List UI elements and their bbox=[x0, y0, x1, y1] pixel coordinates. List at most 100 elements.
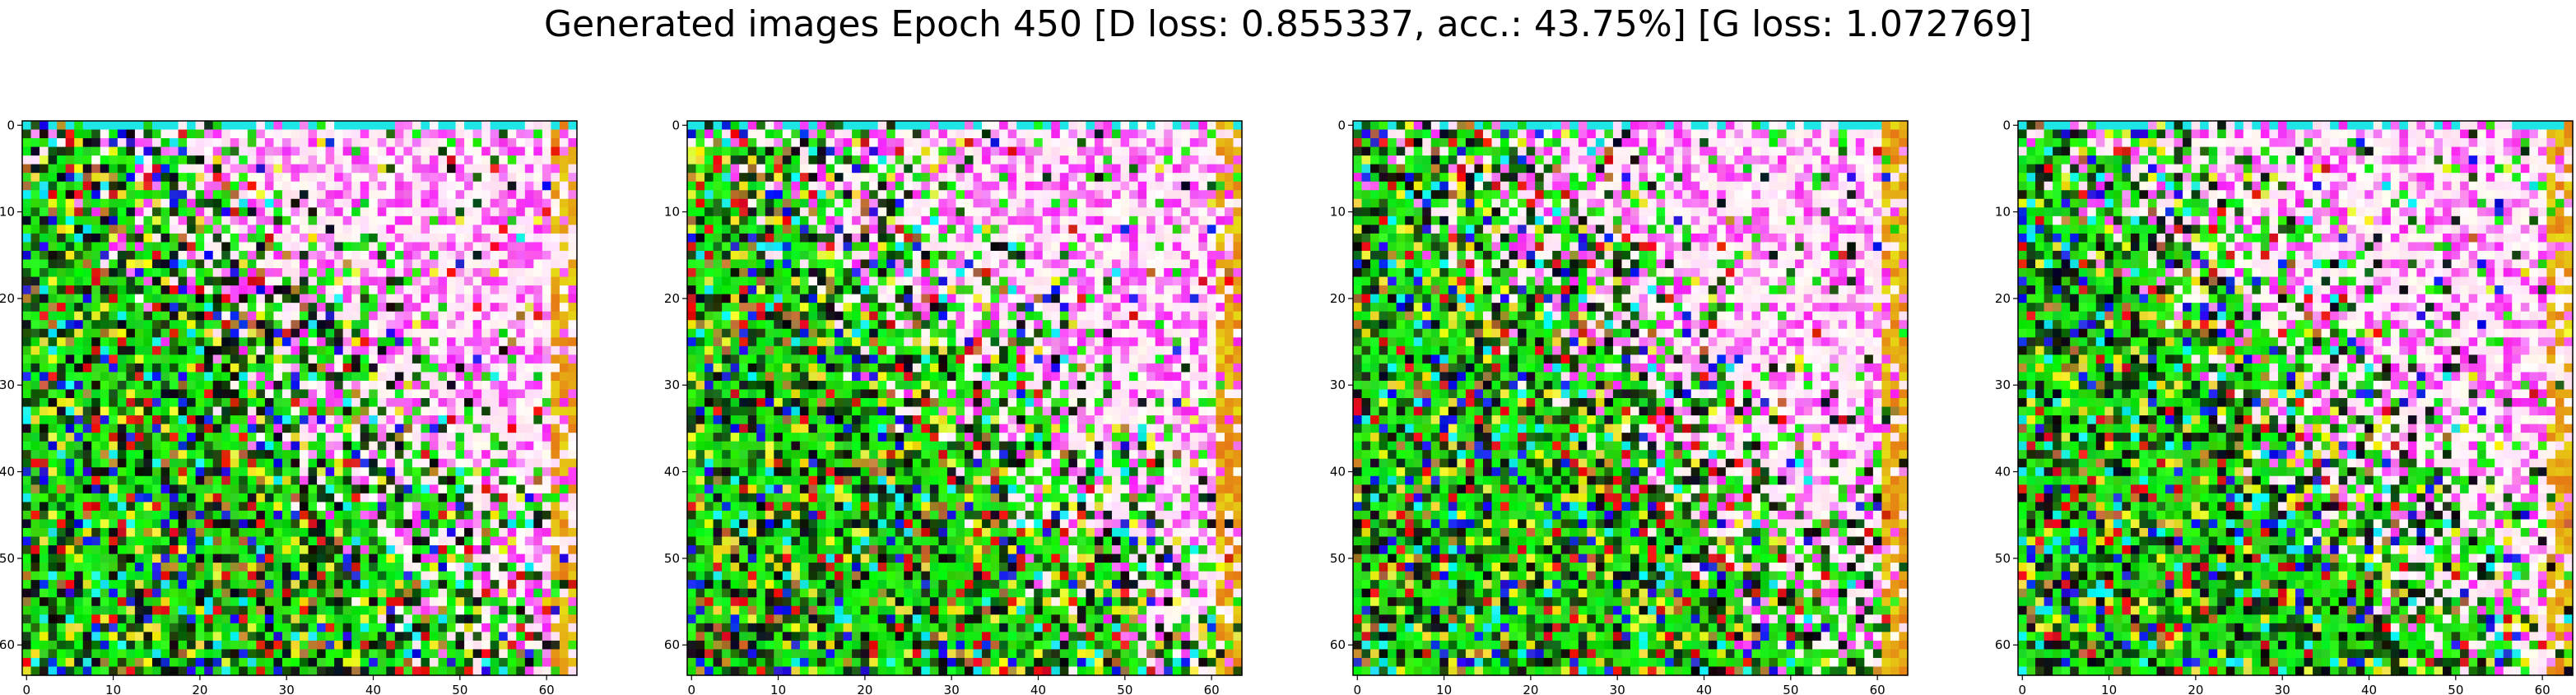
pixel bbox=[1224, 215, 1235, 225]
pixel bbox=[464, 475, 474, 485]
pixel bbox=[256, 207, 266, 217]
pixel bbox=[464, 121, 474, 131]
pixel bbox=[447, 450, 457, 460]
pixel bbox=[481, 320, 491, 330]
pixel bbox=[1103, 190, 1113, 200]
pixel bbox=[100, 484, 109, 494]
pixel bbox=[816, 198, 827, 208]
pixel bbox=[421, 640, 430, 651]
pixel bbox=[1233, 225, 1243, 234]
pixel bbox=[412, 259, 422, 269]
pixel bbox=[91, 563, 101, 572]
pixel bbox=[178, 475, 188, 485]
pixel bbox=[221, 181, 231, 191]
pixel bbox=[973, 198, 983, 208]
pixel bbox=[499, 588, 509, 598]
pixel bbox=[464, 441, 474, 451]
pixel bbox=[551, 623, 560, 632]
pixel bbox=[22, 146, 32, 156]
pixel bbox=[151, 614, 162, 624]
pixel bbox=[308, 389, 318, 399]
pixel bbox=[808, 190, 818, 200]
pixel bbox=[568, 328, 578, 338]
pixel bbox=[472, 475, 482, 485]
pixel bbox=[722, 207, 732, 217]
pixel bbox=[369, 563, 379, 572]
pixel bbox=[799, 155, 810, 165]
pixel bbox=[48, 424, 58, 433]
pixel bbox=[170, 484, 179, 494]
pixel bbox=[447, 563, 457, 572]
pixel bbox=[212, 605, 222, 615]
pixel bbox=[559, 580, 570, 590]
pixel bbox=[40, 250, 49, 261]
pixel bbox=[273, 129, 283, 139]
pixel bbox=[1129, 198, 1139, 208]
pixel bbox=[360, 337, 370, 347]
pixel bbox=[143, 475, 153, 485]
pixel bbox=[74, 415, 84, 425]
pixel bbox=[369, 242, 379, 252]
pixel bbox=[281, 657, 292, 668]
pixel bbox=[559, 527, 570, 538]
pixel bbox=[551, 527, 560, 538]
pixel bbox=[48, 510, 58, 521]
pixel bbox=[421, 588, 430, 598]
pixel bbox=[973, 173, 983, 183]
pixel bbox=[126, 268, 136, 278]
pixel bbox=[117, 164, 127, 174]
pixel bbox=[143, 121, 153, 131]
pixel bbox=[687, 155, 697, 165]
pixel bbox=[403, 424, 413, 433]
generated-image-pixels bbox=[687, 121, 1243, 676]
pixel bbox=[308, 623, 318, 632]
pixel bbox=[421, 121, 430, 131]
pixel bbox=[455, 345, 465, 355]
pixel bbox=[195, 502, 205, 512]
pixel bbox=[230, 649, 239, 659]
pixel bbox=[134, 181, 145, 191]
pixel bbox=[317, 649, 327, 659]
pixel bbox=[143, 225, 153, 234]
pixel bbox=[447, 415, 457, 425]
pixel bbox=[438, 181, 448, 191]
pixel bbox=[239, 311, 249, 321]
pixel bbox=[1034, 190, 1044, 200]
pixel bbox=[334, 250, 344, 261]
pixel bbox=[568, 640, 578, 651]
pixel bbox=[421, 605, 430, 615]
pixel bbox=[247, 276, 257, 286]
pixel bbox=[247, 554, 257, 563]
pixel bbox=[730, 164, 740, 174]
pixel bbox=[542, 563, 552, 572]
pixel bbox=[134, 441, 145, 451]
pixel bbox=[1189, 146, 1199, 156]
pixel bbox=[551, 363, 560, 373]
pixel bbox=[1094, 207, 1104, 217]
pixel bbox=[369, 259, 379, 269]
pixel bbox=[447, 121, 457, 131]
pixel bbox=[300, 484, 309, 494]
pixel bbox=[230, 406, 239, 416]
pixel bbox=[134, 563, 145, 572]
pixel bbox=[48, 129, 58, 139]
pixel bbox=[377, 597, 387, 607]
pixel bbox=[559, 233, 570, 243]
pixel bbox=[57, 345, 67, 355]
pixel bbox=[204, 657, 214, 668]
pixel bbox=[360, 441, 370, 451]
pixel bbox=[965, 207, 974, 217]
pixel bbox=[472, 467, 482, 477]
pixel bbox=[256, 215, 266, 225]
pixel bbox=[204, 458, 214, 468]
pixel bbox=[160, 614, 170, 624]
pixel bbox=[256, 155, 266, 165]
pixel bbox=[256, 510, 266, 521]
pixel bbox=[48, 311, 58, 321]
pixel bbox=[308, 121, 318, 131]
pixel bbox=[74, 666, 84, 676]
pixel bbox=[109, 259, 119, 269]
pixel bbox=[481, 164, 491, 174]
pixel bbox=[65, 450, 75, 460]
pixel bbox=[342, 554, 352, 563]
